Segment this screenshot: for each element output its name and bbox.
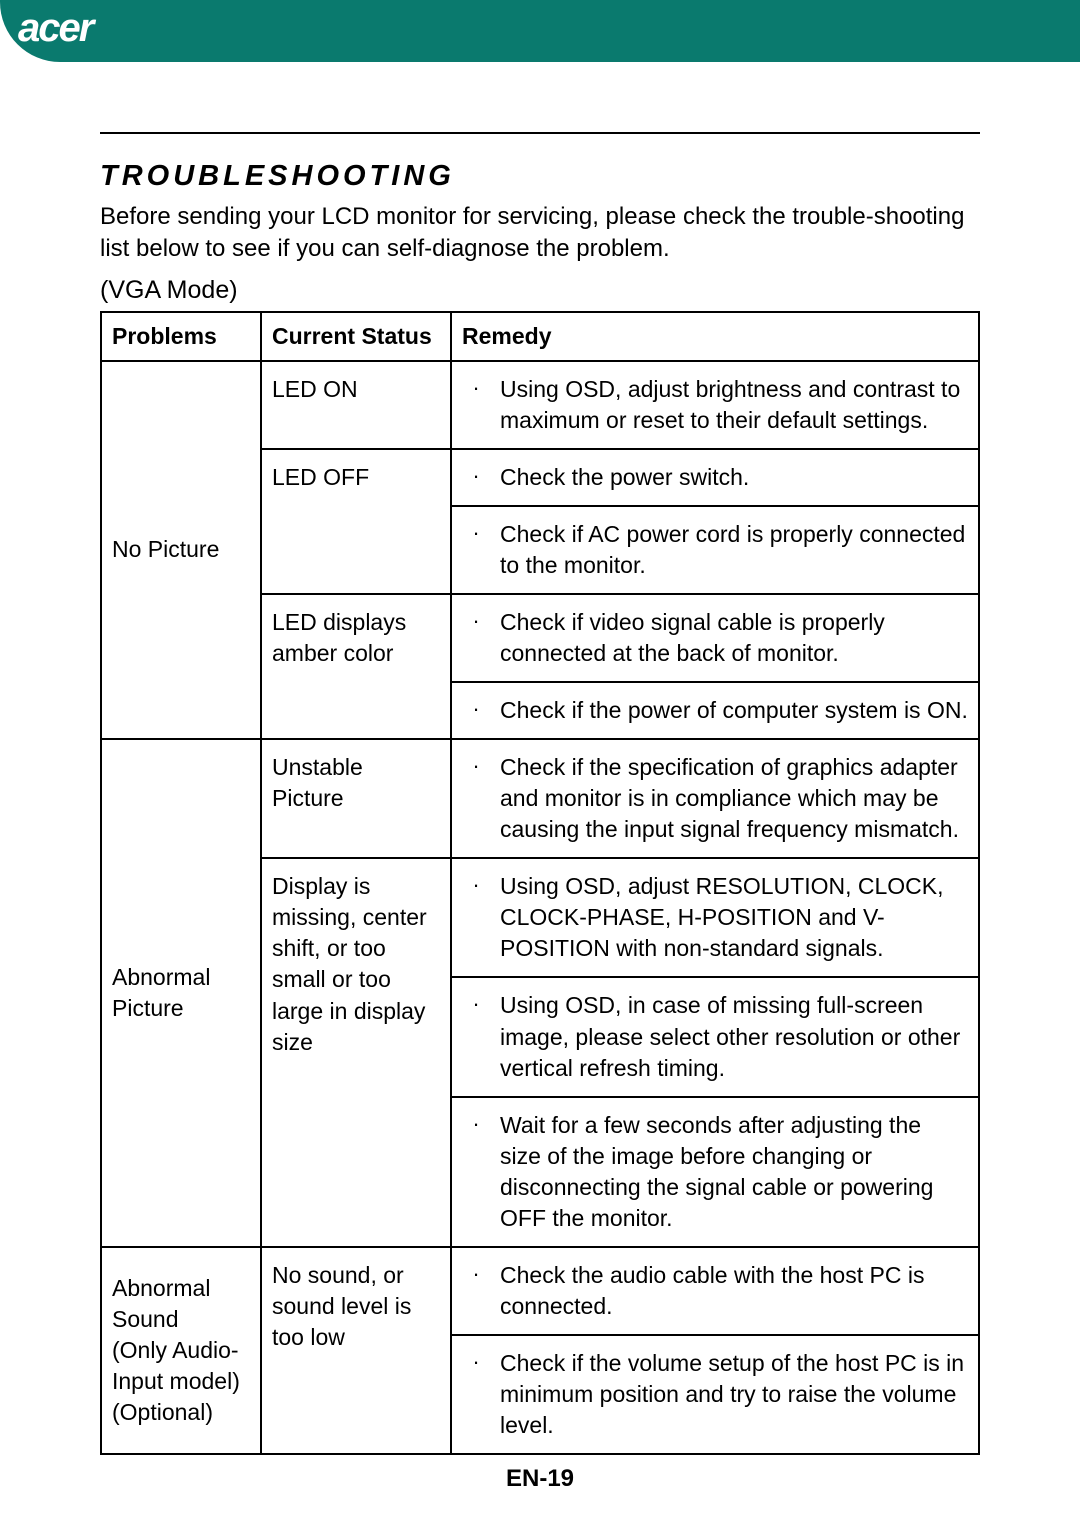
bullet-icon: · — [452, 1110, 500, 1139]
horizontal-rule — [100, 132, 980, 134]
remedy-text: Check if AC power cord is properly conne… — [500, 519, 968, 581]
bullet-icon: · — [452, 607, 500, 636]
bullet-icon: · — [452, 871, 500, 900]
brand-logo: acer — [18, 6, 92, 51]
bullet-icon: · — [452, 1348, 500, 1377]
status-cell: No sound, or sound level is too low — [261, 1247, 451, 1454]
remedy-cell: ·Check the audio cable with the host PC … — [451, 1247, 979, 1335]
remedy-cell: ·Check the power switch. — [451, 449, 979, 506]
brand-header: acer — [0, 0, 1080, 62]
troubleshooting-table: Problems Current Status Remedy No Pictur… — [100, 311, 980, 1455]
remedy-cell: ·Using OSD, adjust brightness and contra… — [451, 361, 979, 449]
remedy-cell: ·Check if the power of computer system i… — [451, 682, 979, 739]
mode-label: (VGA Mode) — [100, 276, 980, 305]
remedy-cell: ·Check if the volume setup of the host P… — [451, 1335, 979, 1454]
remedy-text: Check the audio cable with the host PC i… — [500, 1260, 968, 1322]
remedy-cell: ·Check if the specification of graphics … — [451, 739, 979, 858]
bullet-icon: · — [452, 1260, 500, 1289]
remedy-text: Using OSD, in case of missing full-scree… — [500, 990, 968, 1083]
remedy-text: Check if video signal cable is properly … — [500, 607, 968, 669]
remedy-text: Wait for a few seconds after adjusting t… — [500, 1110, 968, 1234]
table-row: No PictureLED ON·Using OSD, adjust brigh… — [101, 361, 979, 449]
problem-cell: No Picture — [101, 361, 261, 739]
remedy-cell: ·Check if video signal cable is properly… — [451, 594, 979, 682]
table-header-row: Problems Current Status Remedy — [101, 312, 979, 361]
problem-cell: Abnormal Sound (Only Audio-Input model) … — [101, 1247, 261, 1454]
bullet-icon: · — [452, 695, 500, 724]
intro-paragraph: Before sending your LCD monitor for serv… — [100, 201, 980, 266]
remedy-cell: ·Using OSD, in case of missing full-scre… — [451, 977, 979, 1096]
table-row: Abnormal Sound (Only Audio-Input model) … — [101, 1247, 979, 1335]
remedy-text: Check the power switch. — [500, 462, 968, 493]
problem-cell: Abnormal Picture — [101, 739, 261, 1247]
bullet-icon: · — [452, 374, 500, 403]
header-problems: Problems — [101, 312, 261, 361]
remedy-text: Check if the volume setup of the host PC… — [500, 1348, 968, 1441]
status-cell: Unstable Picture — [261, 739, 451, 858]
bullet-icon: · — [452, 990, 500, 1019]
header-remedy: Remedy — [451, 312, 979, 361]
remedy-text: Check if the specification of graphics a… — [500, 752, 968, 845]
page-content: TROUBLESHOOTING Before sending your LCD … — [0, 62, 1080, 1455]
remedy-cell: ·Using OSD, adjust RESOLUTION, CLOCK, CL… — [451, 858, 979, 977]
bullet-icon: · — [452, 519, 500, 548]
header-status: Current Status — [261, 312, 451, 361]
status-cell: LED ON — [261, 361, 451, 449]
status-cell: LED OFF — [261, 449, 451, 594]
remedy-cell: ·Wait for a few seconds after adjusting … — [451, 1097, 979, 1247]
bullet-icon: · — [452, 462, 500, 491]
bullet-icon: · — [452, 752, 500, 781]
remedy-text: Using OSD, adjust brightness and contras… — [500, 374, 968, 436]
remedy-text: Check if the power of computer system is… — [500, 695, 968, 726]
page-number: EN-19 — [0, 1465, 1080, 1493]
remedy-cell: ·Check if AC power cord is properly conn… — [451, 506, 979, 594]
section-title: TROUBLESHOOTING — [100, 160, 980, 193]
status-cell: Display is missing, center shift, or too… — [261, 858, 451, 1246]
table-row: Abnormal PictureUnstable Picture·Check i… — [101, 739, 979, 858]
remedy-text: Using OSD, adjust RESOLUTION, CLOCK, CLO… — [500, 871, 968, 964]
status-cell: LED displays amber color — [261, 594, 451, 739]
